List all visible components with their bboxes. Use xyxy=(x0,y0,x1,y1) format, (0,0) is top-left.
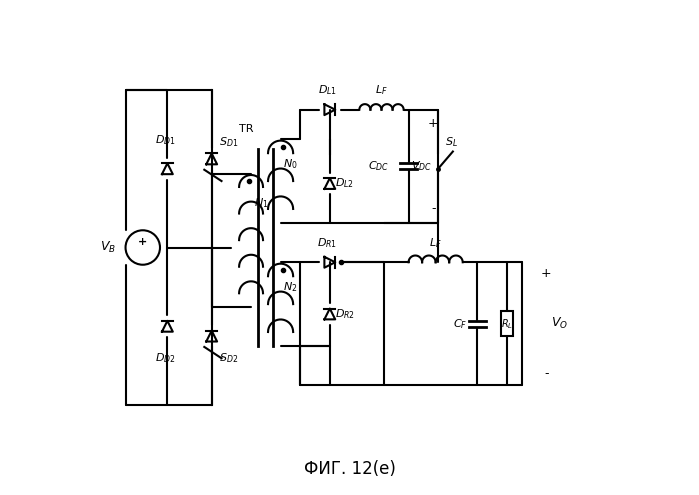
Text: +: + xyxy=(138,237,147,247)
Text: $R_L$: $R_L$ xyxy=(501,317,513,331)
Text: $N_1$: $N_1$ xyxy=(254,197,268,210)
Text: TR: TR xyxy=(239,124,253,134)
Text: -: - xyxy=(544,367,549,380)
Bar xyxy=(501,311,513,336)
Text: +: + xyxy=(541,267,552,280)
Text: ФИГ. 12(е): ФИГ. 12(е) xyxy=(303,460,396,478)
Text: $V_{DC}$: $V_{DC}$ xyxy=(411,159,432,173)
Text: $C_F$: $C_F$ xyxy=(454,317,468,331)
Text: $D_{L2}$: $D_{L2}$ xyxy=(335,177,354,191)
Text: $N_2$: $N_2$ xyxy=(283,280,298,294)
Text: $D_{L1}$: $D_{L1}$ xyxy=(318,84,337,98)
Text: $S_{D2}$: $S_{D2}$ xyxy=(219,351,238,365)
Text: $D_{R2}$: $D_{R2}$ xyxy=(335,307,355,321)
Text: $V_B$: $V_B$ xyxy=(100,240,116,255)
Text: $S_{D1}$: $S_{D1}$ xyxy=(219,135,238,148)
Text: $C_{DC}$: $C_{DC}$ xyxy=(368,159,389,173)
Text: $L_F$: $L_F$ xyxy=(429,236,442,250)
Text: +: + xyxy=(428,117,438,130)
Text: $D_{R1}$: $D_{R1}$ xyxy=(317,236,338,250)
Text: $D_{D2}$: $D_{D2}$ xyxy=(154,351,175,365)
Text: $S_L$: $S_L$ xyxy=(445,135,459,149)
Text: $L_F$: $L_F$ xyxy=(375,84,388,98)
Text: $D_{D1}$: $D_{D1}$ xyxy=(154,133,175,147)
Text: -: - xyxy=(431,202,435,215)
Text: $N_0$: $N_0$ xyxy=(283,157,298,171)
Text: $V_O$: $V_O$ xyxy=(552,316,568,331)
